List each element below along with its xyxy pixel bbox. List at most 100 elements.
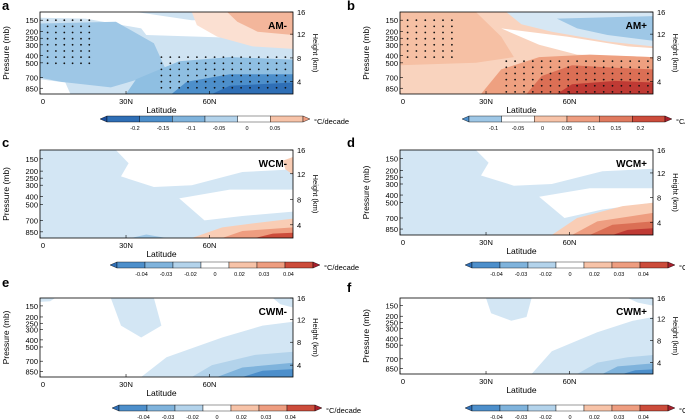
significance-dot [46, 56, 49, 58]
y-tick-label: 300 [385, 41, 398, 50]
x-axis-label: Latitude [146, 249, 177, 259]
significance-dot [46, 31, 49, 34]
significance-dot [558, 91, 561, 93]
significance-dot [415, 50, 418, 52]
colorbar-box [118, 404, 148, 412]
significance-dot [55, 19, 57, 22]
significance-dot [187, 62, 189, 65]
significance-dot [514, 84, 516, 87]
significance-dot [424, 37, 427, 40]
significance-dot [257, 86, 260, 89]
colorbar-label: 0.1 [588, 126, 596, 132]
significance-dot [257, 56, 260, 58]
y-axis-label: Pressure (mb) [1, 310, 11, 364]
significance-dot [222, 80, 225, 83]
y-tick-label: 200 [385, 28, 398, 37]
x-tick-label: 30N [479, 377, 493, 386]
contour-region [539, 188, 653, 218]
x-tick-label: 30N [119, 241, 133, 250]
contour-region [115, 150, 293, 187]
significance-dot [540, 72, 543, 75]
significance-dot [451, 37, 453, 40]
significance-dot [602, 72, 605, 75]
significance-dot [647, 91, 649, 93]
significance-dot [593, 66, 596, 69]
significance-dot [178, 62, 181, 65]
significance-dot [558, 84, 561, 87]
colorbar-box [204, 115, 238, 123]
y2-tick-label: 12 [657, 169, 665, 178]
contour-region [131, 234, 167, 238]
colorbar-label: -0.05 [512, 126, 525, 132]
significance-dot [523, 72, 525, 75]
colorbar-box [499, 404, 529, 412]
significance-dot [178, 86, 181, 89]
y-tick-label: 300 [385, 180, 398, 189]
colorbar-label: 0.03 [614, 415, 625, 420]
panel-letter: f [347, 280, 352, 295]
significance-dot [80, 56, 82, 58]
significance-dot [620, 91, 623, 93]
significance-dot [415, 19, 418, 22]
significance-dot [638, 60, 640, 63]
significance-dot [585, 72, 587, 75]
y-tick-label: 150 [25, 155, 38, 164]
significance-dot [55, 62, 57, 65]
colorbar-unit: °C/decade [679, 263, 685, 272]
significance-dot [196, 68, 198, 71]
x-tick-label: 0 [41, 241, 45, 250]
x-tick-label: 60N [563, 377, 577, 386]
significance-dot [406, 43, 409, 46]
significance-dot [558, 78, 561, 81]
significance-dot [222, 74, 225, 77]
significance-dot [540, 66, 543, 69]
x-tick-label: 30N [479, 97, 493, 106]
colorbar-label: -0.05 [213, 126, 226, 132]
significance-dot [204, 74, 207, 77]
significance-dot [284, 86, 287, 89]
significance-dot [549, 66, 552, 69]
y-tick-label: 400 [25, 193, 38, 202]
significance-dot [71, 31, 74, 34]
significance-dot [257, 74, 260, 77]
y2-tick-label: 12 [297, 170, 305, 179]
y2-tick-label: 12 [657, 30, 665, 39]
significance-dot [249, 62, 251, 65]
significance-dot [406, 25, 409, 28]
significance-dot [240, 56, 243, 58]
significance-dot [266, 68, 269, 71]
plot-area [40, 150, 293, 238]
colorbar-box [286, 404, 316, 412]
significance-dot [505, 78, 508, 81]
significance-dot [629, 66, 632, 69]
colorbar-end-left [464, 261, 473, 269]
significance-dot [169, 86, 172, 89]
y-tick-label: 850 [25, 84, 38, 93]
colorbar-label: -0.03 [515, 415, 528, 420]
colorbar-box [172, 261, 202, 269]
y-tick-label: 300 [385, 324, 398, 333]
plot-frame [399, 297, 654, 375]
y2-axis-label: Height (km) [671, 173, 680, 212]
significance-dot [196, 56, 198, 58]
significance-dot [266, 74, 269, 77]
plot-area [40, 12, 293, 94]
significance-dot [523, 78, 525, 81]
significance-dot [160, 68, 163, 71]
x-tick-label: 60N [563, 238, 577, 247]
colorbar-box [501, 115, 535, 123]
significance-dot [647, 60, 649, 63]
significance-dot [406, 56, 409, 58]
significance-dot [88, 62, 91, 65]
y2-tick-label: 16 [297, 146, 305, 155]
colorbar-box [639, 404, 669, 412]
colorbar-box [144, 261, 174, 269]
significance-dot [638, 66, 640, 69]
panel-title: AM- [268, 21, 287, 32]
colorbar-label: 0.04 [638, 415, 649, 420]
contour-region [501, 28, 653, 58]
y-axis-label: Pressure (mb) [1, 167, 11, 221]
significance-dot [406, 31, 409, 34]
significance-dot [433, 31, 436, 34]
